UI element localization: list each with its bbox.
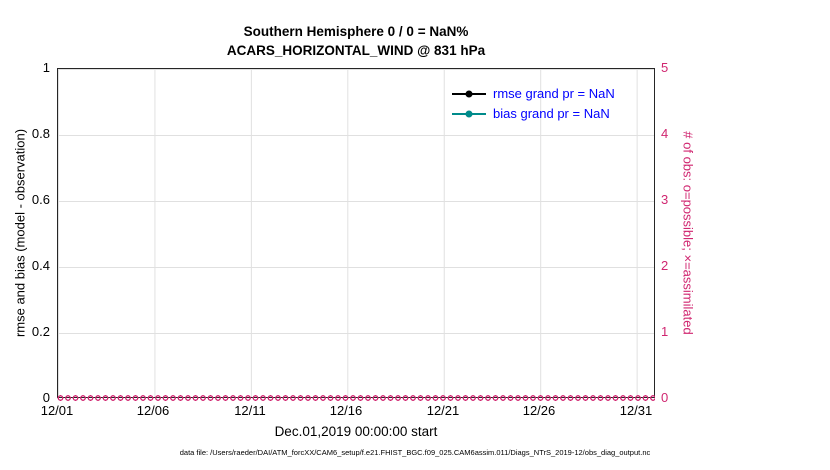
chart-title-line2: ACARS_HORIZONTAL_WIND @ 831 hPa [226,43,486,58]
bias-line-marker-icon [452,107,486,120]
y-axis-label-right: # of obs: o=possible; ×=assimilated [680,131,696,335]
y-right-tick-4: 4 [661,126,669,141]
possible-obs-markers [57,394,655,402]
y-left-tick-0-8: 0.8 [31,126,50,141]
y-right-tick-5: 5 [661,60,669,75]
y-axis-label-left: rmse and bias (model - observation) [12,128,28,338]
plot-area [57,68,655,398]
x-tick-12-31: 12/31 [619,403,653,418]
legend-label-rmse: rmse grand pr = NaN [493,86,615,101]
legend-label-bias: bias grand pr = NaN [493,106,610,121]
x-axis-label: Dec.01,2019 00:00:00 start [274,424,438,439]
x-tick-12-01: 12/01 [40,403,74,418]
legend-row-bias: bias grand pr = NaN [452,106,615,121]
y-right-tick-3: 3 [661,192,669,207]
rmse-line-marker-icon [452,87,486,100]
y-left-tick-0-4: 0.4 [31,258,50,273]
y-right-tick-1: 1 [661,324,669,339]
data-file-caption: data file: /Users/raeder/DAI/ATM_forcXX/… [179,448,651,457]
legend: rmse grand pr = NaN bias grand pr = NaN [452,86,615,121]
y-left-tick-0-6: 0.6 [31,192,50,207]
y-left-tick-1: 1 [42,60,50,75]
legend-row-rmse: rmse grand pr = NaN [452,86,615,101]
x-tick-12-06: 12/06 [136,403,170,418]
y-right-tick-2: 2 [661,258,669,273]
x-tick-12-16: 12/16 [329,403,363,418]
x-tick-12-21: 12/21 [426,403,460,418]
x-tick-12-26: 12/26 [522,403,556,418]
chart-title: Southern Hemisphere 0 / 0 = NaN% ACARS_H… [57,22,655,60]
y-left-tick-0-2: 0.2 [31,324,50,339]
y-left-tick-0: 0 [42,390,50,405]
x-tick-12-11: 12/11 [234,403,266,418]
chart-title-line1: Southern Hemisphere 0 / 0 = NaN% [243,24,469,39]
y-right-tick-0: 0 [661,390,669,405]
